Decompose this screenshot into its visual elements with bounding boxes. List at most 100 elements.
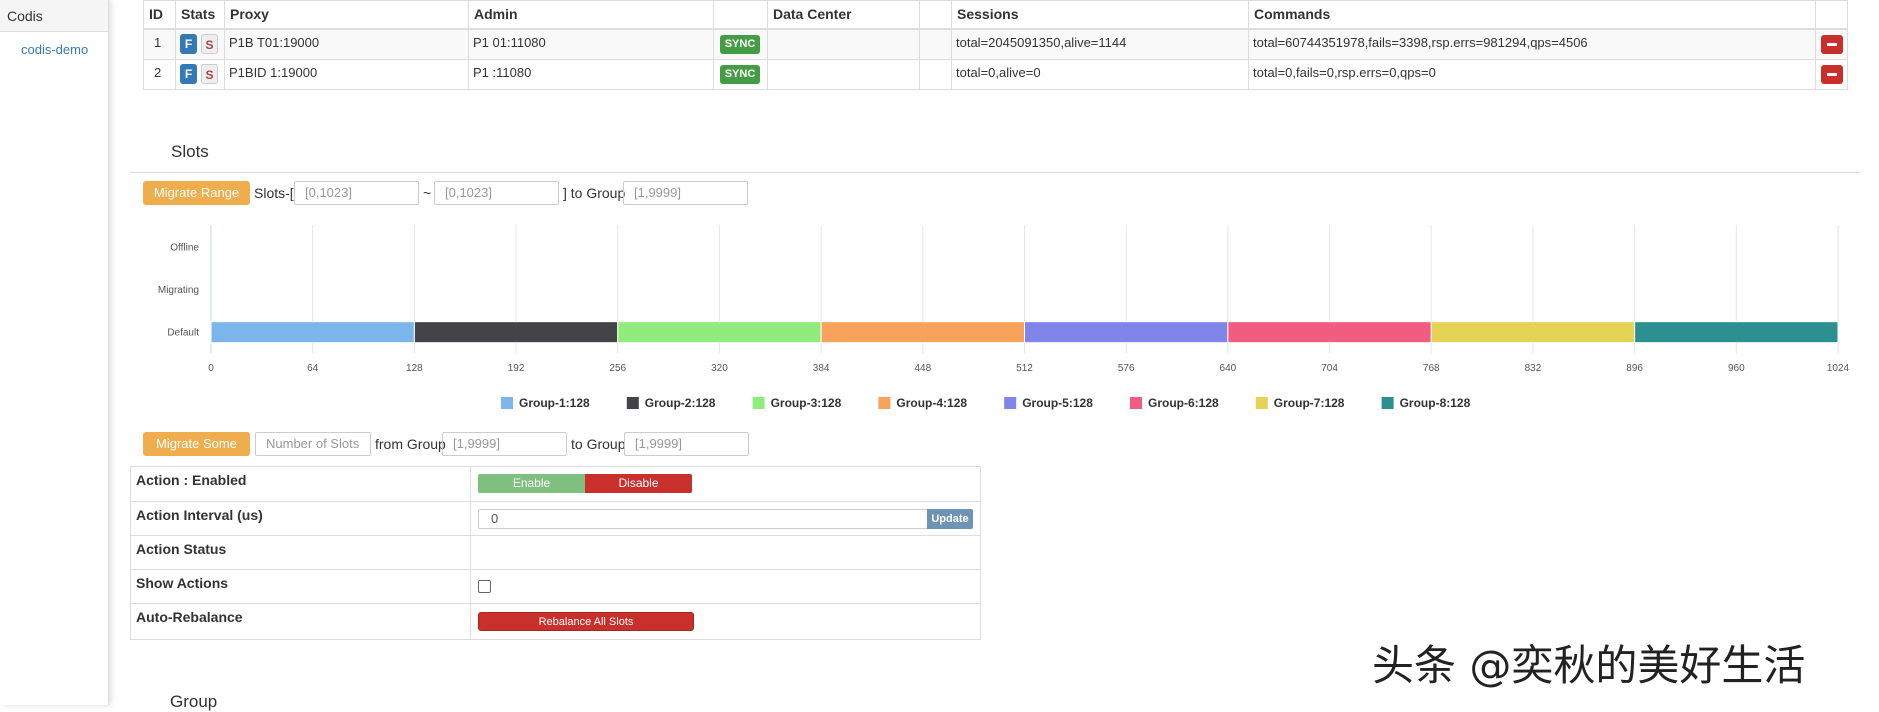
row-label: Action Status [130, 535, 471, 570]
label: ~ [423, 185, 432, 201]
interval-input[interactable]: 0 [478, 509, 928, 529]
section-title: Group [170, 692, 218, 711]
x-tick-label: 320 [711, 363, 728, 374]
bar-segment [820, 321, 1025, 344]
bar-segment [1024, 321, 1229, 344]
header-text: Data Center [773, 6, 852, 22]
legend-label: Group-6:128 [1148, 396, 1219, 410]
legend-label: Group-1:128 [519, 396, 590, 410]
table-cell [919, 59, 952, 90]
legend-label: Group-7:128 [1274, 396, 1345, 410]
input[interactable]: [1,9999] [624, 432, 749, 456]
x-tick-label: 128 [406, 363, 423, 374]
proxy-addr: P1B T01:19000 [229, 35, 320, 50]
row-value [470, 535, 981, 570]
input[interactable]: [0,1023] [434, 181, 559, 205]
header-text: ID [149, 6, 163, 22]
legend-swatch [1130, 397, 1142, 409]
table-cell [767, 29, 920, 60]
label: ] to Group [563, 185, 626, 201]
bar-segment [1634, 321, 1839, 344]
stats-f-button[interactable]: F [180, 64, 197, 84]
show-actions-checkbox[interactable] [478, 580, 491, 593]
x-tick-label: 640 [1220, 363, 1237, 374]
x-tick-label: 512 [1016, 363, 1033, 374]
x-tick-label: 256 [609, 363, 626, 374]
bar-segment [413, 321, 619, 344]
remove-button[interactable] [1821, 65, 1843, 84]
commands: total=0,fails=0,rsp.errs=0,qps=0 [1253, 65, 1436, 80]
x-tick-label: 448 [914, 363, 931, 374]
admin-addr: P1 01:11080 [473, 35, 546, 50]
x-tick-label: 576 [1118, 363, 1135, 374]
table-cell [468, 29, 714, 60]
header-cell [1248, 0, 1816, 30]
legend-label: Group-8:128 [1400, 396, 1471, 410]
stats-s-button[interactable]: S [201, 64, 218, 84]
migrate-some-button[interactable]: Migrate Some [143, 432, 250, 456]
sync-button[interactable]: SYNC [720, 65, 760, 84]
header-text: Proxy [230, 6, 269, 22]
slots-chart: 0 64 128 192 256 320 384 448 512 576 640 704 768 832 8… [158, 225, 1850, 410]
legend-swatch [752, 397, 765, 409]
legend-swatch [1004, 397, 1017, 409]
watermark: 头条 @奕秋的美好生活 [1372, 641, 1806, 690]
bar-segment [617, 321, 822, 344]
input[interactable]: [1,9999] [623, 181, 748, 205]
stats-f-button[interactable]: F [180, 34, 197, 54]
header-text: Sessions [957, 6, 1019, 22]
legend-label: Group-5:128 [1022, 396, 1093, 410]
legend-label: Group-3:128 [771, 396, 842, 410]
header-text: Commands [1254, 6, 1331, 22]
migrate-range-button[interactable]: Migrate Range [143, 181, 250, 205]
row-value [470, 603, 981, 640]
row-id: 1 [154, 35, 162, 50]
input[interactable]: Number of Slots [255, 432, 371, 456]
bar-segment [1227, 321, 1432, 344]
remove-button[interactable] [1821, 35, 1843, 54]
table-cell [143, 29, 176, 60]
admin-addr: P1 :11080 [473, 65, 532, 80]
x-tick-label: 64 [307, 363, 319, 374]
proxy-addr: P1BID 1:19000 [229, 65, 318, 80]
table-cell [767, 59, 920, 90]
row-label: Action : Enabled [130, 466, 471, 502]
x-tick-label: 192 [508, 363, 525, 374]
header-cell [919, 0, 952, 30]
section-title: Slots [171, 142, 209, 161]
label: Slots-[ [254, 185, 294, 201]
row-id: 2 [154, 65, 162, 80]
bar-segment [210, 321, 415, 344]
legend-swatch [1255, 397, 1268, 409]
legend-swatch [1381, 397, 1394, 409]
row-label: Action Interval (us) [130, 501, 471, 536]
enable-button[interactable]: Enable [478, 474, 585, 493]
header-text: Admin [474, 6, 518, 22]
x-tick-label: 960 [1728, 363, 1745, 374]
sidebar-item[interactable]: codis-demo [21, 42, 89, 57]
commands: total=60744351978,fails=3398,rsp.errs=98… [1253, 35, 1588, 50]
x-tick-label: 896 [1626, 363, 1643, 374]
sidebar: Codis codis-demo [0, 0, 109, 705]
header-cell [1815, 0, 1848, 30]
sidebar-title[interactable]: Codis [0, 0, 108, 32]
input[interactable]: [1,9999] [442, 432, 567, 456]
sync-button[interactable]: SYNC [720, 35, 760, 54]
legend-label: Group-2:128 [645, 396, 716, 410]
divider [130, 172, 1860, 173]
disable-button[interactable]: Disable [585, 474, 692, 493]
stats-s-button[interactable]: S [201, 34, 218, 54]
x-tick-label: 1024 [1827, 363, 1850, 374]
row-label: Auto-Rebalance [130, 603, 471, 640]
x-tick-label: 832 [1525, 363, 1542, 374]
x-tick-label: 0 [208, 363, 214, 374]
input[interactable]: [0,1023] [294, 181, 419, 205]
update-button[interactable]: Update [927, 509, 973, 529]
x-tick-label: 768 [1423, 363, 1440, 374]
sessions: total=0,alive=0 [956, 65, 1041, 80]
rebalance-button[interactable]: Rebalance All Slots [478, 612, 694, 631]
label: to Group [571, 436, 626, 452]
table-cell [1815, 59, 1848, 90]
x-tick-label: 384 [813, 363, 830, 374]
